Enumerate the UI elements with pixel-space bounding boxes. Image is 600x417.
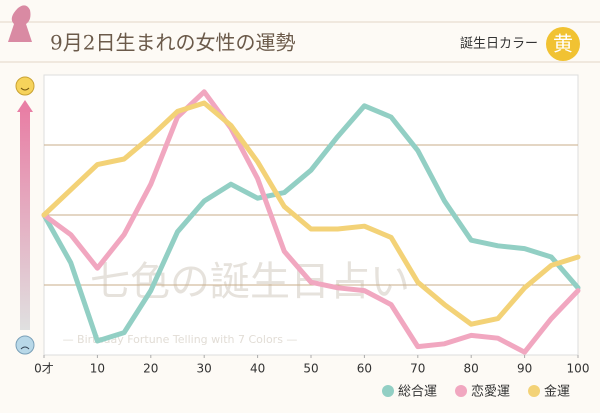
x-tick-label: 90 bbox=[517, 362, 532, 376]
happy-mouth bbox=[20, 87, 30, 91]
legend-swatch bbox=[455, 385, 468, 397]
happy-face bbox=[15, 76, 35, 96]
sad-mouth bbox=[20, 346, 30, 350]
legend-label: 恋愛運 bbox=[471, 384, 510, 400]
series-line bbox=[41, 89, 581, 355]
color-label: 誕生日カラー bbox=[460, 37, 538, 52]
x-tick-label: 60 bbox=[357, 362, 372, 376]
x-tick-label: 50 bbox=[303, 362, 318, 376]
x-tick-label: 100 bbox=[567, 362, 590, 376]
color-name: 黄 bbox=[553, 32, 573, 56]
x-tick-label: 30 bbox=[197, 362, 212, 376]
arrow-up bbox=[17, 100, 33, 112]
watermark-sub: — Birthday Fortune Telling with 7 Colors… bbox=[63, 333, 298, 346]
x-tick-label: 80 bbox=[464, 362, 479, 376]
watermark: 七色の誕生日占い bbox=[90, 259, 410, 305]
legend-swatch bbox=[528, 385, 541, 397]
legend-label: 総合運 bbox=[398, 385, 437, 400]
mood-gradient bbox=[20, 110, 30, 330]
x-tick-label: 70 bbox=[410, 362, 425, 376]
series-line bbox=[41, 103, 581, 344]
woman-icon bbox=[8, 5, 32, 42]
series-line bbox=[41, 100, 581, 327]
x-tick-label: 0才 bbox=[34, 362, 54, 376]
chart-title: 9月2日生まれの女性の運勢 bbox=[50, 31, 295, 55]
color-badge bbox=[546, 27, 580, 61]
legend-swatch bbox=[382, 385, 394, 397]
x-tick-label: 10 bbox=[90, 362, 105, 376]
x-tick-label: 20 bbox=[143, 362, 158, 376]
sad-face bbox=[15, 335, 35, 355]
x-tick-label: 40 bbox=[250, 362, 265, 376]
legend-label: 金運 bbox=[544, 384, 570, 400]
